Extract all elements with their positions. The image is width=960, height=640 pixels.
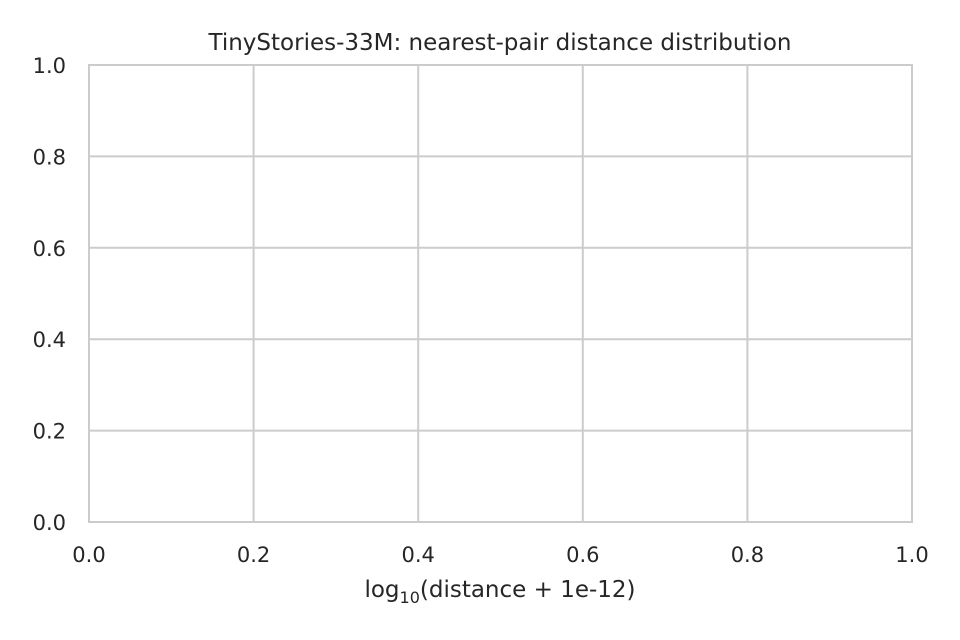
- x-axis-label-prefix: log: [364, 577, 399, 603]
- x-tick-label: 1.0: [895, 543, 928, 567]
- y-tick-labels: 0.0 0.2 0.4 0.6 0.8 1.0: [33, 54, 66, 535]
- x-tick-labels: 0.0 0.2 0.4 0.6 0.8 1.0: [72, 543, 928, 567]
- chart-title: TinyStories-33M: nearest-pair distance d…: [208, 30, 792, 56]
- y-tick-label: 0.0: [33, 511, 66, 535]
- y-tick-label: 0.2: [33, 420, 66, 444]
- x-axis-label: log10(distance + 1e-12): [364, 577, 635, 607]
- y-tick-label: 0.4: [33, 328, 66, 352]
- x-tick-label: 0.2: [237, 543, 270, 567]
- x-tick-label: 0.8: [731, 543, 764, 567]
- plot-area-frame: [88, 64, 913, 523]
- x-axis-label-suffix: (distance + 1e-12): [420, 577, 636, 603]
- grid-lines: [89, 65, 912, 522]
- y-tick-label: 0.6: [33, 237, 66, 261]
- x-tick-label: 0.0: [72, 543, 105, 567]
- x-axis-label-subscript: 10: [400, 588, 420, 607]
- x-tick-label: 0.6: [566, 543, 599, 567]
- x-tick-label: 0.4: [401, 543, 434, 567]
- y-tick-label: 1.0: [33, 54, 66, 78]
- y-tick-label: 0.8: [33, 145, 66, 169]
